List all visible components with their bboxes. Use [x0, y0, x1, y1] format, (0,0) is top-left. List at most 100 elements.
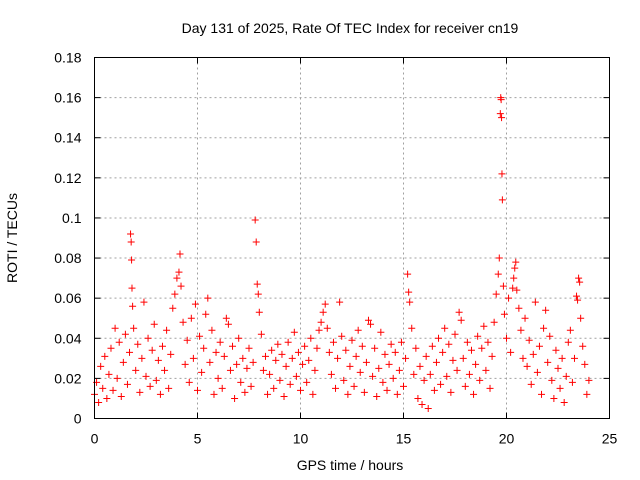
- data-point: [505, 294, 513, 302]
- data-point: [189, 354, 197, 362]
- x-tick-label: 0: [91, 431, 99, 447]
- data-point: [451, 330, 459, 338]
- data-point: [340, 376, 348, 384]
- data-point: [544, 358, 552, 366]
- data-point: [229, 342, 237, 350]
- data-point: [418, 400, 426, 408]
- data-point: [311, 366, 319, 374]
- data-point: [478, 344, 486, 352]
- data-point: [210, 390, 218, 398]
- data-point: [321, 300, 329, 308]
- data-point: [574, 296, 582, 304]
- data-point: [525, 336, 533, 344]
- x-tick-labels: 0 5 10 15 20 25: [91, 431, 618, 447]
- data-point: [412, 344, 420, 352]
- data-point: [144, 334, 152, 342]
- data-point: [191, 300, 199, 308]
- data-point: [243, 364, 251, 372]
- data-point: [529, 350, 537, 358]
- data-point: [548, 376, 556, 384]
- data-point: [360, 388, 368, 396]
- data-point: [216, 338, 224, 346]
- data-point: [470, 390, 478, 398]
- data-point: [140, 298, 148, 306]
- data-point: [121, 330, 129, 338]
- plot-frame: [94, 57, 610, 419]
- data-point: [226, 366, 234, 374]
- y-tick-label: 0.14: [54, 130, 81, 146]
- data-point: [212, 348, 220, 356]
- data-point: [187, 314, 195, 322]
- data-point: [181, 360, 189, 368]
- data-point: [167, 350, 175, 358]
- data-point: [198, 368, 206, 376]
- data-point: [255, 308, 263, 316]
- data-point: [268, 346, 276, 354]
- data-point: [233, 360, 241, 368]
- data-point: [286, 380, 294, 388]
- data-point: [315, 326, 323, 334]
- data-point: [171, 290, 179, 298]
- data-point: [241, 388, 249, 396]
- data-point: [432, 358, 440, 366]
- data-point: [313, 344, 321, 352]
- data-point: [371, 344, 379, 352]
- data-point: [517, 326, 525, 334]
- data-point: [323, 324, 331, 332]
- data-point: [132, 366, 140, 374]
- data-point: [437, 380, 445, 388]
- data-point: [562, 372, 570, 380]
- data-point: [173, 274, 181, 282]
- data-point: [156, 390, 164, 398]
- data-point: [405, 288, 413, 296]
- x-tick-label: 5: [194, 431, 202, 447]
- data-point: [354, 326, 362, 334]
- data-point: [495, 254, 503, 262]
- data-point: [176, 250, 184, 258]
- data-point: [253, 280, 261, 288]
- data-point: [579, 342, 587, 350]
- data-point: [338, 332, 346, 340]
- data-point: [224, 320, 232, 328]
- data-point: [576, 278, 584, 286]
- data-point: [282, 362, 290, 370]
- data-point: [375, 364, 383, 372]
- data-point: [346, 362, 354, 370]
- data-point: [356, 368, 364, 376]
- data-point: [573, 292, 581, 300]
- data-point: [410, 370, 418, 378]
- y-tick-label: 0.04: [54, 330, 81, 346]
- data-point: [510, 274, 518, 282]
- data-point: [455, 308, 463, 316]
- data-point: [581, 360, 589, 368]
- data-point: [542, 306, 550, 314]
- data-point: [175, 268, 183, 276]
- data-point: [570, 354, 578, 362]
- data-point: [480, 322, 488, 330]
- data-point: [105, 370, 113, 378]
- data-point: [301, 342, 309, 350]
- data-point: [305, 356, 313, 364]
- data-point: [138, 354, 146, 362]
- data-point: [379, 378, 387, 386]
- data-point: [575, 274, 583, 282]
- data-point: [424, 404, 432, 412]
- data-point: [512, 258, 520, 266]
- data-point: [127, 238, 135, 246]
- data-point: [554, 364, 562, 372]
- data-point: [566, 326, 574, 334]
- data-point: [490, 318, 498, 326]
- data-point: [488, 352, 496, 360]
- data-point: [344, 390, 352, 398]
- data-point: [397, 338, 405, 346]
- data-point: [261, 352, 269, 360]
- data-point: [294, 348, 302, 356]
- data-point: [336, 298, 344, 306]
- data-point: [364, 316, 372, 324]
- data-point: [474, 332, 482, 340]
- data-point: [99, 384, 107, 392]
- data-point: [445, 340, 453, 348]
- data-point: [272, 356, 280, 364]
- data-point: [196, 332, 204, 340]
- data-point: [218, 384, 226, 392]
